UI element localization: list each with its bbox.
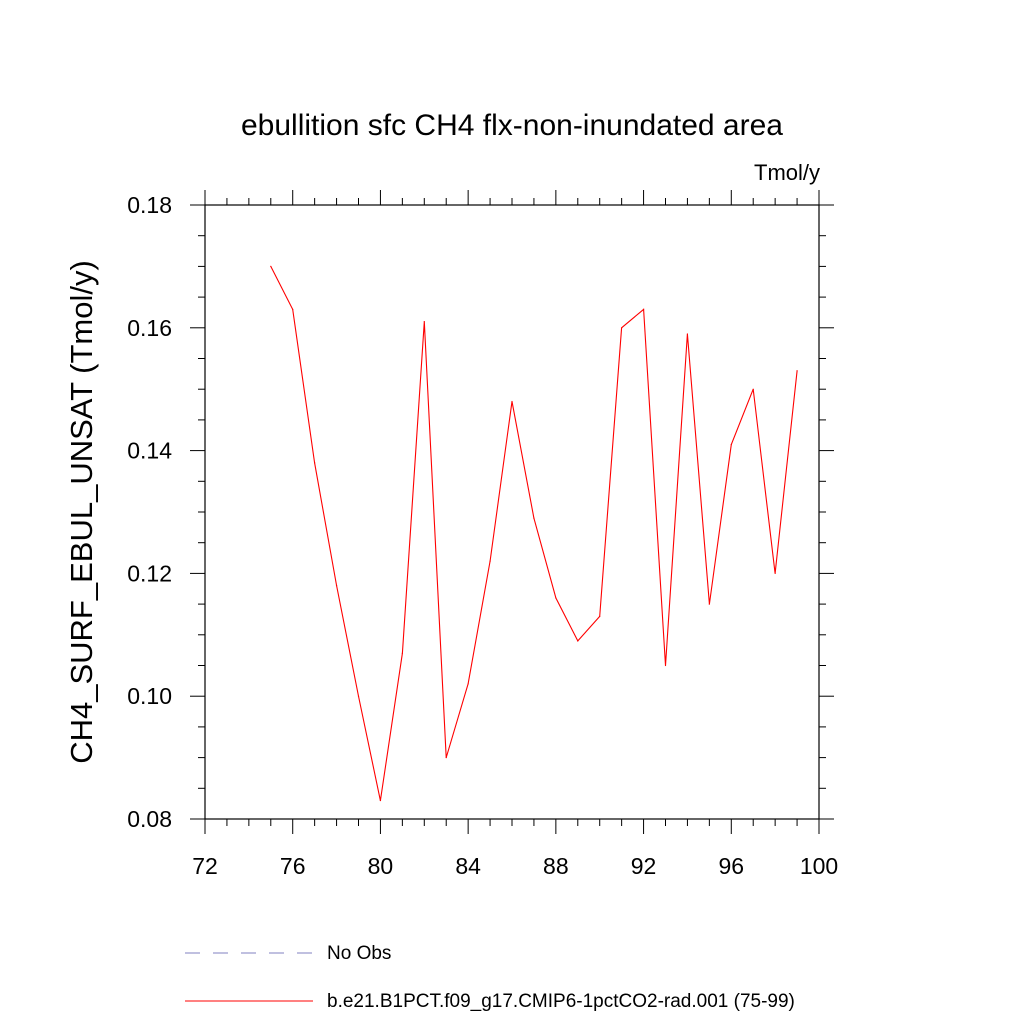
series-1 — [270, 265, 798, 802]
data-point — [555, 597, 557, 599]
legend-label-no-obs: No Obs — [327, 943, 391, 964]
chart-title: ebullition sfc CH4 flx-non-inundated are… — [241, 109, 783, 142]
data-point — [423, 321, 425, 323]
series-line — [270, 266, 798, 801]
data-point — [686, 333, 689, 335]
x-tick-label: 88 — [543, 853, 569, 879]
data-point — [599, 615, 601, 617]
data-point — [774, 572, 776, 575]
x-tick-label: 96 — [718, 853, 744, 879]
data-point — [270, 265, 272, 267]
x-tick-label: 84 — [455, 853, 481, 879]
data-point — [752, 388, 754, 390]
x-tick-label: 72 — [192, 853, 218, 879]
y-tick-label: 0.12 — [127, 560, 172, 586]
series-layer — [270, 265, 798, 802]
data-point — [292, 308, 294, 310]
legend-label-model-run: b.e21.B1PCT.f09_g17.CMIP6-1pctCO2-rad.00… — [327, 991, 795, 1012]
y-axis-label: CH4_SURF_EBUL_UNSAT (Tmol/y) — [64, 260, 99, 764]
data-point — [379, 799, 382, 802]
data-point — [577, 640, 579, 642]
data-point — [642, 308, 645, 310]
data-point — [796, 370, 798, 372]
data-point — [445, 757, 447, 759]
data-point — [708, 603, 710, 605]
x-tick-label: 100 — [800, 853, 838, 879]
x-tick-label: 92 — [631, 853, 657, 879]
data-point — [730, 443, 732, 446]
data-point — [489, 560, 491, 562]
data-point — [621, 327, 623, 329]
x-tick-label: 80 — [368, 853, 394, 879]
axis-ticks — [190, 190, 834, 834]
data-point — [401, 652, 403, 654]
data-point — [357, 695, 360, 697]
y-tick-label: 0.16 — [127, 315, 172, 341]
y-tick-label: 0.10 — [127, 683, 172, 709]
data-point — [467, 683, 469, 685]
data-point — [511, 400, 513, 403]
data-point — [314, 462, 316, 464]
tick-labels: 72 76 80 84 88 92 96 100 0.08 0.10 0.12 0.14 0.16 0.1… — [127, 192, 838, 879]
legend: No Obs b.e21.B1PCT.f09_g17.CMIP6-1pctCO2… — [185, 943, 795, 1012]
x-tick-label: 76 — [280, 853, 306, 879]
plot-frame — [204, 204, 820, 820]
units-label: Tmol/y — [754, 160, 820, 185]
data-point — [664, 664, 667, 667]
y-tick-label: 0.14 — [127, 438, 172, 464]
data-point — [533, 517, 535, 519]
y-tick-label: 0.08 — [127, 806, 172, 832]
data-point — [335, 585, 338, 587]
y-tick-label: 0.18 — [127, 192, 172, 218]
